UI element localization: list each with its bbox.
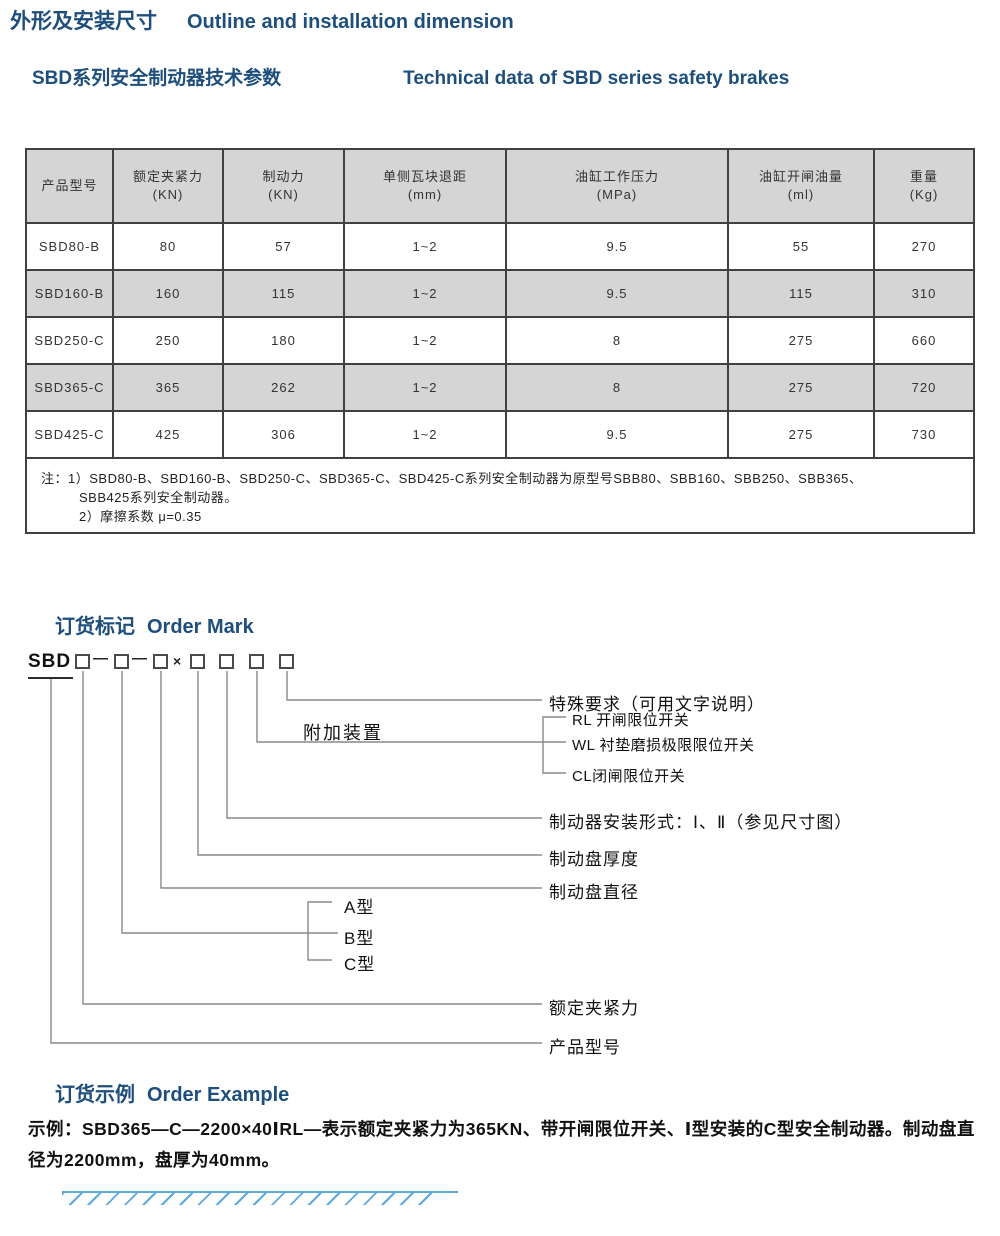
table-cell: 9.5 — [505, 269, 729, 318]
table-cell: 9.5 — [505, 410, 729, 459]
order-code-box-7 — [279, 654, 294, 669]
table-cell: 365 — [112, 363, 224, 412]
table-cell: 275 — [727, 316, 875, 365]
table-cell: SBD80-B — [25, 222, 114, 271]
table-row: SBD250-C 250 180 1~2 8 275 660 — [25, 316, 975, 365]
order-code-box-1 — [75, 654, 90, 669]
table-cell: 250 — [112, 316, 224, 365]
order-mark-title-zh: 订货标记 — [55, 616, 135, 638]
label-clamp-force: 额定夹紧力 — [549, 999, 639, 1018]
table-header-row: 产品型号 额定夹紧力 (KN) 制动力 (KN) 单侧瓦块退距 (mm) 油缸工作压力… — [25, 148, 975, 224]
order-example-title-zh: 订货示例 — [55, 1084, 135, 1106]
column-header: 重量 (Kg) — [873, 148, 975, 224]
label-disc-thickness: 制动盘厚度 — [549, 850, 639, 869]
table-cell: 262 — [222, 363, 345, 412]
table-cell: 310 — [873, 269, 975, 318]
table-note: 注：1）SBD80-B、SBD160-B、SBD250-C、SBD365-C、S… — [25, 457, 975, 534]
column-header: 产品型号 — [25, 148, 114, 224]
order-example-title: 订货示例 Order Example — [55, 1078, 289, 1107]
table-cell: 1~2 — [343, 222, 507, 271]
table-cell: 55 — [727, 222, 875, 271]
order-code-dash: — — [93, 650, 108, 667]
table-cell: 275 — [727, 410, 875, 459]
order-mark-title-en: Order Mark — [147, 616, 254, 638]
table-cell: 1~2 — [343, 316, 507, 365]
table-row: SBD80-B 80 57 1~2 9.5 55 270 — [25, 222, 975, 271]
note-line-2: SBB425系列安全制动器。 — [79, 490, 238, 505]
table-cell: 180 — [222, 316, 345, 365]
order-code-times: × — [173, 653, 182, 669]
table-row: SBD365-C 365 262 1~2 8 275 720 — [25, 363, 975, 412]
table-cell: 160 — [112, 269, 224, 318]
label-rl-switch: RL 开闸限位开关 — [572, 712, 690, 729]
page-title-zh: 外形及安装尺寸 — [10, 10, 157, 33]
table-cell: SBD365-C — [25, 363, 114, 412]
table-row: SBD425-C 425 306 1~2 9.5 275 730 — [25, 410, 975, 459]
table-cell: 8 — [505, 363, 729, 412]
order-code-box-6 — [249, 654, 264, 669]
table-cell: 270 — [873, 222, 975, 271]
hatch-decoration — [62, 1191, 458, 1205]
order-example-text: 示例：SBD365—C—2200×40ⅠRL—表示额定夹紧力为365KN、带开闸… — [28, 1119, 975, 1170]
order-code-prefix: SBD — [28, 651, 74, 679]
tech-section-title-zh: SBD系列安全制动器技术参数 — [32, 68, 282, 89]
table-cell: 275 — [727, 363, 875, 412]
order-code-box-3 — [153, 654, 168, 669]
note-line-1: 注：1）SBD80-B、SBD160-B、SBD250-C、SBD365-C、S… — [41, 471, 863, 486]
table-note-row: 注：1）SBD80-B、SBD160-B、SBD250-C、SBD365-C、S… — [25, 457, 975, 534]
table-cell: SBD160-B — [25, 269, 114, 318]
column-header: 额定夹紧力 (KN) — [112, 148, 224, 224]
column-header: 制动力 (KN) — [222, 148, 345, 224]
column-header: 油缸工作压力 (MPa) — [505, 148, 729, 224]
table-cell: 730 — [873, 410, 975, 459]
column-header: 单侧瓦块退距 (mm) — [343, 148, 507, 224]
label-wl-switch: WL 衬垫磨损极限限位开关 — [572, 737, 755, 754]
label-mounting-type: 制动器安装形式：Ⅰ、Ⅱ（参见尺寸图） — [549, 813, 853, 832]
table-cell: 660 — [873, 316, 975, 365]
order-example-title-en: Order Example — [147, 1084, 290, 1106]
order-code-box-4 — [190, 654, 205, 669]
tech-section-title-en: Technical data of SBD series safety brak… — [403, 68, 790, 89]
table-cell: 425 — [112, 410, 224, 459]
label-attachment: 附加装置 — [303, 723, 383, 743]
table-cell: SBD250-C — [25, 316, 114, 365]
label-type-b: B型 — [344, 929, 375, 948]
order-code-box-5 — [219, 654, 234, 669]
table-cell: 1~2 — [343, 363, 507, 412]
order-mark-title: 订货标记 Order Mark — [55, 610, 254, 639]
column-header: 油缸开闸油量 (ml) — [727, 148, 875, 224]
label-type-a: A型 — [344, 898, 375, 917]
tech-section-title: SBD系列安全制动器技术参数 Technical data of SBD ser… — [32, 63, 789, 90]
order-code-box-2 — [114, 654, 129, 669]
label-special-requirement: 特殊要求（可用文字说明） — [549, 695, 765, 714]
label-disc-diameter: 制动盘直径 — [549, 883, 639, 902]
order-code-dash: — — [132, 650, 147, 667]
table-row: SBD160-B 160 115 1~2 9.5 115 310 — [25, 269, 975, 318]
label-product-model: 产品型号 — [549, 1038, 621, 1057]
label-type-c: C型 — [344, 955, 376, 974]
label-cl-switch: CL闭闸限位开关 — [572, 768, 686, 785]
note-line-3: 2）摩擦系数 μ=0.35 — [79, 509, 202, 524]
table-cell: 306 — [222, 410, 345, 459]
table-cell: SBD425-C — [25, 410, 114, 459]
page-title: 外形及安装尺寸 Outline and installation dimensi… — [10, 5, 514, 35]
table-cell: 8 — [505, 316, 729, 365]
table-cell: 1~2 — [343, 410, 507, 459]
table-cell: 115 — [222, 269, 345, 318]
table-cell: 9.5 — [505, 222, 729, 271]
table-cell: 720 — [873, 363, 975, 412]
table-cell: 1~2 — [343, 269, 507, 318]
table-cell: 80 — [112, 222, 224, 271]
page-title-en: Outline and installation dimension — [187, 11, 514, 33]
table-cell: 115 — [727, 269, 875, 318]
technical-data-table: 产品型号 额定夹紧力 (KN) 制动力 (KN) 单侧瓦块退距 (mm) 油缸工作压力… — [25, 148, 975, 534]
table-cell: 57 — [222, 222, 345, 271]
